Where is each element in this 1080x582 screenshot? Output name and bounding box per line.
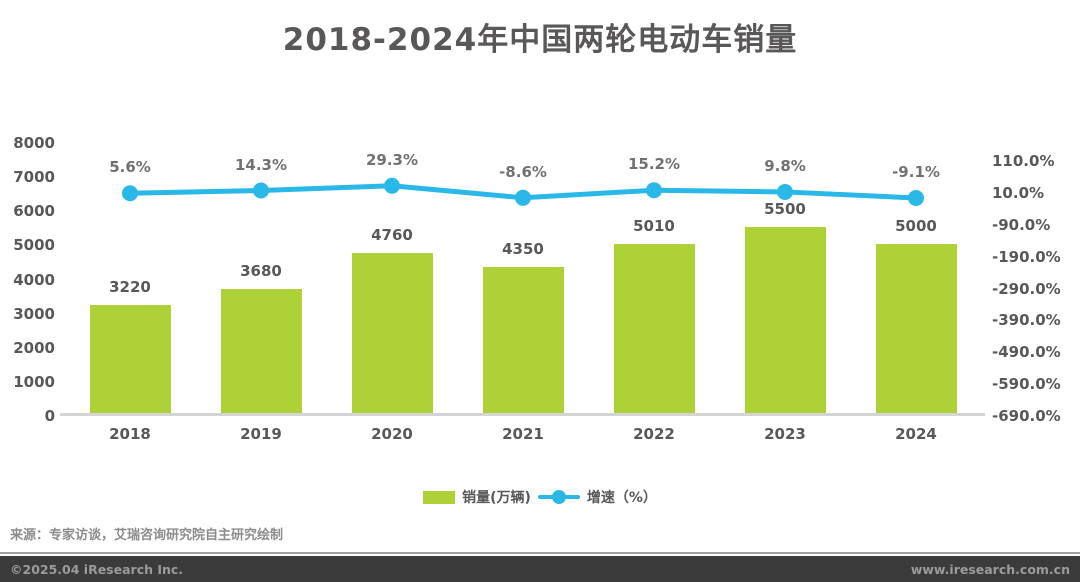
bar-value-label: 5010 [633, 217, 675, 236]
footer-bar: ©2025.04 iResearch Inc. www.iresearch.co… [0, 556, 1080, 582]
x-axis-label: 2019 [240, 425, 282, 443]
sales-bar [351, 252, 433, 414]
growth-value-label: 9.8% [764, 156, 806, 175]
x-axis-label: 2020 [371, 425, 413, 443]
legend-line-icon [537, 489, 580, 505]
growth-value-label: 14.3% [234, 155, 288, 174]
growth-point-marker [908, 189, 924, 206]
sales-bar [482, 266, 564, 414]
growth-point-marker [515, 189, 531, 206]
footer-divider [0, 552, 1080, 554]
x-axis-line [60, 413, 985, 416]
growth-point-marker [122, 185, 138, 202]
bar-value-label: 4760 [371, 225, 413, 244]
right-axis-tick: -690.0% [992, 407, 1061, 425]
growth-point-marker [253, 182, 269, 199]
legend-bar-label: 销量(万辆) [462, 490, 531, 506]
bar-value-label: 3680 [240, 262, 282, 281]
chart-title: 2018-2024年中国两轮电动车销量 [282, 22, 798, 58]
growth-value-label: 15.2% [627, 155, 681, 174]
x-axis-label: 2021 [502, 425, 544, 443]
bar-value-label: 3220 [109, 278, 151, 297]
right-axis-tick: -290.0% [992, 279, 1061, 298]
left-axis-tick: 3000 [13, 304, 55, 323]
right-axis-tick: -490.0% [992, 343, 1061, 362]
growth-value-label: 5.6% [109, 158, 151, 177]
left-axis-tick: 6000 [13, 202, 55, 221]
legend-line-dot [551, 490, 566, 504]
x-axis-label: 2022 [633, 425, 675, 443]
x-axis-label: 2024 [895, 425, 937, 443]
growth-point-marker [384, 177, 400, 194]
sales-bar [220, 289, 302, 414]
left-axis-tick: 4000 [13, 270, 55, 289]
growth-point-marker [777, 183, 793, 200]
legend-bar-swatch [423, 490, 456, 504]
growth-value-label: -9.1% [892, 162, 940, 181]
left-axis: 8000 7000 6000 5000 4000 3000 2000 1000 0 [0, 0, 55, 582]
left-axis-tick: 0 [44, 407, 55, 425]
source-note: 来源：专家访谈，艾瑞咨询研究院自主研究绘制 [10, 528, 284, 543]
x-axis-label: 2023 [764, 425, 806, 443]
sales-bar [875, 244, 957, 414]
legend-line-label: 增速（%） [586, 490, 657, 506]
growth-value-label: -8.6% [499, 162, 547, 181]
x-axis-label: 2018 [109, 425, 151, 443]
sales-bar [744, 227, 826, 414]
right-axis-tick: 110.0% [992, 152, 1055, 170]
bar-value-label: 4350 [502, 239, 544, 258]
right-axis-tick: 10.0% [992, 183, 1045, 202]
right-axis-tick: -590.0% [992, 375, 1061, 394]
right-axis-tick: -90.0% [992, 215, 1051, 234]
right-axis-tick: -190.0% [992, 247, 1061, 266]
left-axis-tick: 7000 [13, 168, 55, 187]
growth-point-marker [646, 182, 662, 199]
sales-bar [89, 305, 171, 414]
left-axis-tick: 1000 [13, 372, 55, 391]
left-axis-tick: 2000 [13, 338, 55, 357]
legend: 销量(万辆) 增速（%） [0, 488, 1080, 506]
website-text: www.iresearch.com.cn [910, 561, 1070, 577]
right-axis: 110.0% 10.0% -90.0% -190.0% -290.0% -390.0% -4… [992, 0, 1080, 582]
growth-value-label: 29.3% [365, 150, 419, 169]
left-axis-tick: 5000 [13, 236, 55, 255]
bar-value-label: 5500 [764, 200, 806, 219]
left-axis-tick: 8000 [13, 134, 55, 152]
bar-value-label: 5000 [895, 217, 937, 236]
copyright-text: ©2025.04 iResearch Inc. [10, 561, 184, 577]
right-axis-tick: -390.0% [992, 311, 1061, 330]
sales-bar [613, 244, 695, 414]
